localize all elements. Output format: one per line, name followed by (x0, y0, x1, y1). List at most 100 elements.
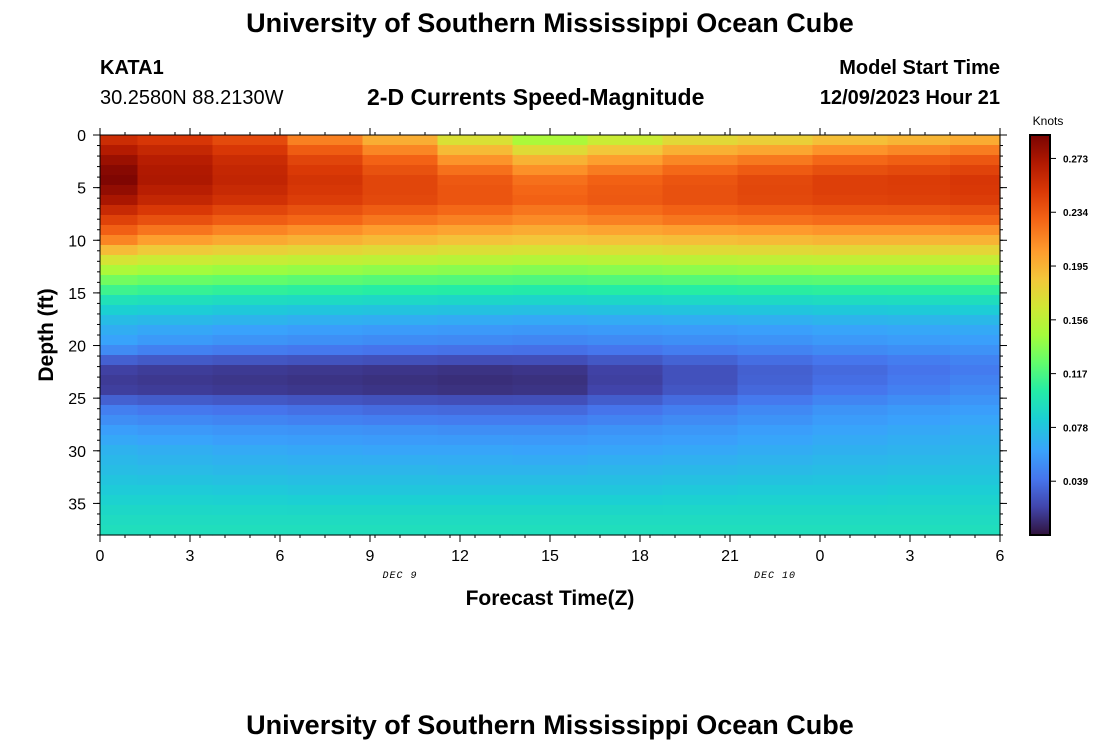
heatmap-cell (812, 465, 889, 476)
heatmap-cell (812, 365, 889, 376)
heatmap-cell (662, 455, 739, 466)
heatmap-cell (950, 415, 1001, 426)
heatmap-cell (100, 275, 139, 286)
heatmap-cell (287, 215, 364, 226)
heatmap-cell (287, 375, 364, 386)
heatmap-cell (287, 515, 364, 526)
heatmap-cell (287, 265, 364, 276)
heatmap-cell (737, 305, 814, 316)
heatmap-cell (887, 305, 951, 316)
heatmap-cell (100, 325, 139, 336)
heatmap-cell (887, 495, 951, 506)
heatmap-cell (587, 335, 664, 346)
heatmap-cell (737, 435, 814, 446)
heatmap-cell (812, 375, 889, 386)
heatmap-cell (887, 525, 951, 536)
heatmap-cell (737, 325, 814, 336)
heatmap-cell (100, 235, 139, 246)
y-tick-label: 5 (77, 181, 86, 198)
heatmap-cell (100, 265, 139, 276)
heatmap-cell (137, 175, 214, 186)
heatmap-cell (100, 215, 139, 226)
heatmap-cell (437, 185, 514, 196)
x-tick-label: 3 (186, 548, 195, 565)
heatmap-cell (137, 515, 214, 526)
heatmap-cell (212, 245, 289, 256)
heatmap-cell (100, 175, 139, 186)
heatmap-cell (812, 485, 889, 496)
heatmap-cell (362, 205, 439, 216)
heatmap-cell (137, 395, 214, 406)
heatmap-cell (812, 525, 889, 536)
heatmap-cell (887, 315, 951, 326)
heatmap-cell (737, 365, 814, 376)
heatmap-cell (212, 205, 289, 216)
heatmap-cell (362, 315, 439, 326)
heatmap-cell (512, 305, 589, 316)
heatmap-cell (212, 455, 289, 466)
heatmap-cell (887, 255, 951, 266)
heatmap-cell (587, 325, 664, 336)
heatmap-cell (212, 395, 289, 406)
date-label: DEC 9 (382, 571, 417, 582)
heatmap-cell (287, 285, 364, 296)
heatmap-cell (812, 285, 889, 296)
heatmap-cell (512, 345, 589, 356)
x-axis-label: Forecast Time(Z) (466, 587, 635, 610)
heatmap-cell (512, 235, 589, 246)
heatmap-cell (587, 345, 664, 356)
y-tick-label: 25 (68, 391, 86, 408)
heatmap-cell (362, 255, 439, 266)
heatmap-cell (437, 515, 514, 526)
heatmap-cell (437, 135, 514, 146)
heatmap-cell (587, 405, 664, 416)
heatmap-cell (662, 525, 739, 536)
heatmap-cell (662, 375, 739, 386)
heatmap-cell (362, 335, 439, 346)
heatmap-cell (950, 135, 1001, 146)
heatmap-cell (662, 185, 739, 196)
heatmap-cell (512, 185, 589, 196)
heatmap-cell (100, 345, 139, 356)
heatmap-cell (437, 325, 514, 336)
heatmap-cell (812, 495, 889, 506)
heatmap-cell (512, 525, 589, 536)
colorbar-label: Knots (1033, 114, 1064, 128)
heatmap-cell (737, 185, 814, 196)
chart-title: 2-D Currents Speed-Magnitude (367, 84, 705, 110)
heatmap-cell (137, 245, 214, 256)
heatmap-cell (887, 425, 951, 436)
heatmap-cell (287, 255, 364, 266)
heatmap-cell (287, 455, 364, 466)
heatmap-cell (212, 225, 289, 236)
heatmap-cell (437, 465, 514, 476)
heatmap-cell (287, 435, 364, 446)
colorbar-tick-label: 0.273 (1063, 154, 1088, 165)
heatmap-cell (437, 295, 514, 306)
heatmap-cell (512, 225, 589, 236)
heatmap-cell (362, 185, 439, 196)
heatmap-cell (887, 235, 951, 246)
heatmap-cell (950, 515, 1001, 526)
heatmap-cell (512, 275, 589, 286)
heatmap-cell (950, 285, 1001, 296)
heatmap-cell (737, 455, 814, 466)
heatmap-cell (362, 295, 439, 306)
heatmap-cell (212, 135, 289, 146)
heatmap-cell (212, 275, 289, 286)
heatmap-cell (100, 415, 139, 426)
heatmap-cell (437, 305, 514, 316)
heatmap-cell (587, 165, 664, 176)
heatmap-cell (100, 315, 139, 326)
heatmap-cell (287, 245, 364, 256)
heatmap-cell (362, 175, 439, 186)
heatmap-cell (587, 185, 664, 196)
heatmap-cell (662, 165, 739, 176)
x-tick-label: 12 (451, 548, 469, 565)
heatmap-cell (362, 285, 439, 296)
heatmap-cell (512, 245, 589, 256)
heatmap-cell (512, 495, 589, 506)
heatmap-cell (137, 255, 214, 266)
heatmap-cell (737, 525, 814, 536)
heatmap-cell (100, 145, 139, 156)
